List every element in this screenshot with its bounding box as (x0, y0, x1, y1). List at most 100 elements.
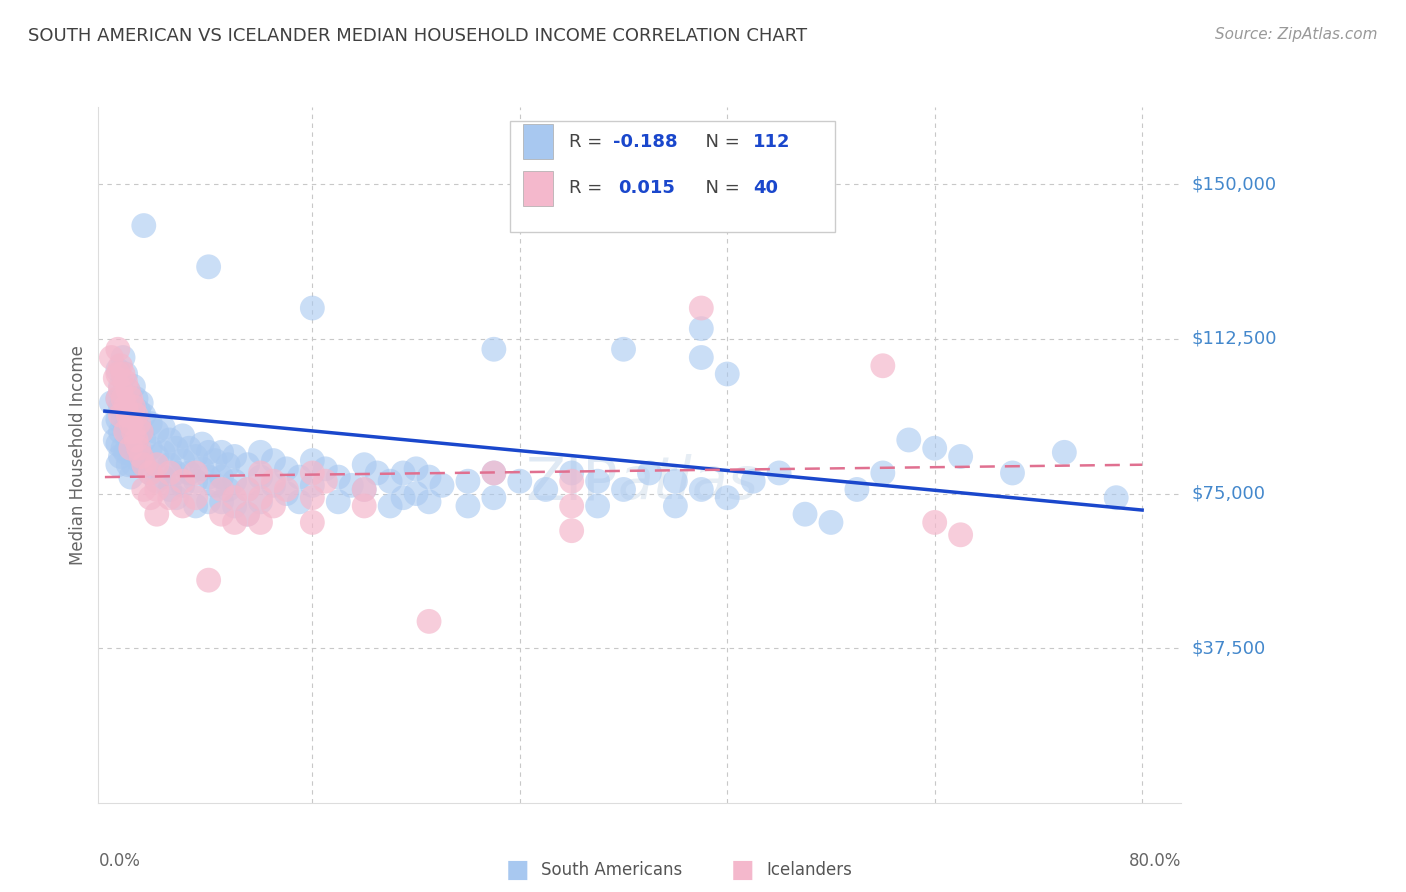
Point (872, 359, 894, 373)
Point (794, 507, 817, 521)
Point (120, 445, 142, 459)
Point (328, 495, 350, 509)
Point (110, 379, 132, 393)
Point (353, 499, 375, 513)
Point (561, 524, 583, 538)
Point (301, 466, 323, 480)
Point (197, 445, 219, 459)
Point (405, 486, 427, 500)
Point (152, 470, 174, 484)
Point (328, 470, 350, 484)
Text: $150,000: $150,000 (1192, 176, 1277, 194)
FancyBboxPatch shape (510, 121, 835, 232)
Text: 112: 112 (754, 133, 792, 151)
Point (184, 491, 207, 505)
Text: R =: R = (569, 133, 609, 151)
Point (120, 392, 142, 406)
Point (561, 474, 583, 488)
Point (132, 458, 155, 472)
Point (418, 615, 440, 629)
Point (340, 478, 363, 492)
Point (586, 474, 609, 488)
Point (139, 466, 162, 480)
Point (145, 474, 167, 488)
Point (114, 445, 136, 459)
Point (301, 478, 323, 492)
Point (197, 470, 219, 484)
Point (172, 453, 194, 467)
Point (184, 466, 207, 480)
Point (224, 450, 246, 464)
Point (184, 474, 207, 488)
Point (612, 343, 634, 357)
Point (120, 417, 142, 431)
Point (159, 433, 181, 447)
Point (172, 429, 194, 443)
Point (236, 483, 259, 497)
Point (897, 433, 920, 447)
Point (125, 417, 148, 431)
Point (314, 474, 336, 488)
Point (561, 499, 583, 513)
Point (949, 450, 972, 464)
Text: ■: ■ (731, 858, 755, 881)
Point (122, 400, 145, 414)
Text: -0.188: -0.188 (613, 133, 678, 151)
Point (314, 462, 336, 476)
Text: N =: N = (695, 179, 745, 197)
Point (117, 458, 139, 472)
Point (132, 409, 155, 423)
Point (664, 474, 686, 488)
Point (129, 450, 152, 464)
Point (104, 433, 127, 447)
Point (191, 462, 214, 476)
Point (249, 445, 271, 459)
Point (179, 441, 201, 455)
Point (100, 396, 122, 410)
Point (249, 470, 271, 484)
Text: 40: 40 (754, 179, 779, 197)
Point (139, 466, 162, 480)
Point (288, 470, 311, 484)
Point (217, 483, 239, 497)
Point (262, 478, 284, 492)
Point (107, 392, 129, 406)
Point (482, 491, 505, 505)
Point (179, 466, 201, 480)
Point (145, 450, 167, 464)
Point (152, 420, 174, 434)
Point (145, 458, 167, 472)
Point (145, 507, 167, 521)
Point (129, 396, 152, 410)
Point (353, 483, 375, 497)
Point (191, 437, 214, 451)
Point (534, 483, 557, 497)
Point (165, 491, 187, 505)
Point (107, 367, 129, 381)
Point (301, 516, 323, 530)
Point (638, 466, 661, 480)
FancyBboxPatch shape (523, 171, 553, 206)
Point (924, 516, 946, 530)
Point (457, 474, 479, 488)
Point (1001, 466, 1024, 480)
Point (120, 441, 142, 455)
Point (110, 359, 132, 373)
Text: Source: ZipAtlas.com: Source: ZipAtlas.com (1215, 27, 1378, 42)
Point (114, 367, 136, 381)
Point (107, 392, 129, 406)
Text: R =: R = (569, 179, 614, 197)
Point (107, 412, 129, 426)
Point (612, 483, 634, 497)
Point (197, 495, 219, 509)
Point (114, 420, 136, 434)
Point (139, 417, 162, 431)
Text: $75,000: $75,000 (1192, 484, 1265, 502)
Point (110, 450, 132, 464)
Point (100, 351, 122, 365)
Point (129, 450, 152, 464)
Point (224, 499, 246, 513)
Point (129, 425, 152, 439)
Point (482, 466, 505, 480)
Point (276, 462, 298, 476)
